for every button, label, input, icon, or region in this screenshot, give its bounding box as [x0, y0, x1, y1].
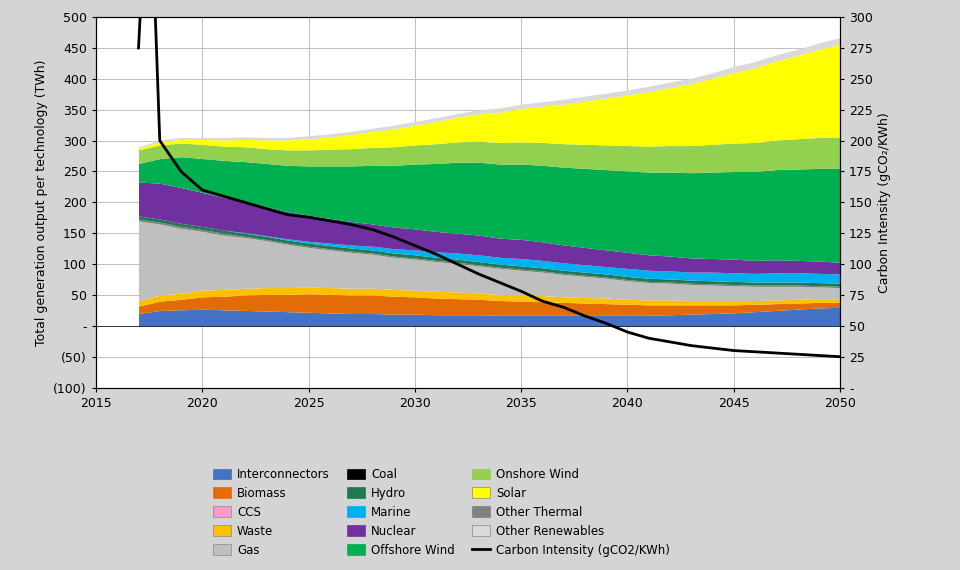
Y-axis label: Carbon Intensity (gCO₂/KWh): Carbon Intensity (gCO₂/KWh) — [878, 112, 892, 293]
Legend: Interconnectors, Biomass, CCS, Waste, Gas, Coal, Hydro, Marine, Nuclear, Offshor: Interconnectors, Biomass, CCS, Waste, Ga… — [208, 463, 675, 561]
Y-axis label: Total generation output per technology (TWh): Total generation output per technology (… — [35, 59, 48, 345]
